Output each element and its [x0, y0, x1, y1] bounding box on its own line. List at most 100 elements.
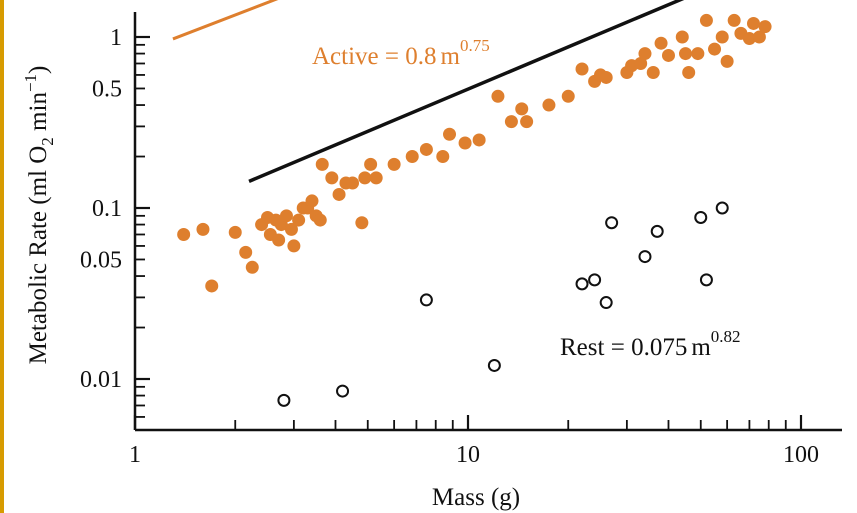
active-equation-coefficient: 0.8: [405, 43, 436, 70]
data-points: [177, 13, 772, 407]
y-axis-title-suffix: ): [25, 66, 52, 74]
active-data-point: [654, 36, 668, 50]
active-data-point: [504, 115, 518, 129]
active-data-point: [443, 127, 457, 141]
rest-equation-exponent: 0.82: [711, 327, 741, 346]
active-data-point: [699, 13, 713, 27]
rest-equation-variable: m: [691, 334, 711, 361]
x-axis-title: Mass (g): [432, 484, 520, 511]
active-data-point: [279, 209, 293, 223]
active-equation-exponent: 0.75: [460, 36, 490, 55]
active-data-point: [752, 30, 766, 44]
y-axis-title-superscript: −1: [21, 74, 40, 92]
active-data-point: [561, 89, 575, 103]
plot-area: 1 10 100 0.01 0.05 0.1 0.5 1: [80, 0, 842, 468]
active-data-point: [491, 89, 505, 103]
active-data-point: [355, 216, 369, 230]
active-data-point: [358, 171, 372, 185]
active-data-point: [634, 56, 648, 70]
active-data-point: [472, 133, 486, 147]
active-data-point: [720, 54, 734, 68]
active-data-point: [742, 32, 756, 46]
y-tick-label: 0.1: [92, 196, 122, 222]
active-data-point: [682, 66, 696, 80]
active-data-point: [515, 102, 529, 116]
active-data-point: [346, 176, 360, 190]
rest-equation: Rest = 0.075 m0.82: [560, 327, 741, 361]
active-data-point: [325, 171, 339, 185]
rest-data-point: [336, 384, 350, 398]
active-data-point: [708, 42, 722, 56]
active-data-point: [691, 47, 705, 61]
active-data-point: [332, 187, 346, 201]
rest-data-point: [588, 273, 602, 287]
active-data-point: [436, 150, 450, 164]
active-data-point: [419, 142, 433, 156]
y-tick-label: 0.01: [80, 367, 122, 393]
active-data-point: [387, 157, 401, 171]
rest-data-point: [419, 293, 433, 307]
x-tick-label: 100: [783, 442, 819, 468]
rest-data-point: [694, 210, 708, 224]
active-data-point: [458, 136, 472, 150]
x-axis-ticks: 1 10 100: [129, 415, 819, 468]
x-tick-label: 10: [456, 442, 480, 468]
active-data-point: [205, 279, 219, 293]
active-data-point: [239, 245, 253, 259]
rest-data-point: [575, 277, 589, 291]
y-tick-label: 0.5: [92, 76, 122, 102]
active-data-point: [520, 115, 534, 129]
active-equation-variable: m: [441, 43, 461, 70]
active-data-point: [575, 62, 589, 76]
active-data-point: [675, 30, 689, 44]
rest-equation-equals: =: [604, 334, 631, 361]
active-data-point: [292, 213, 306, 227]
rest-data-point: [605, 216, 619, 230]
y-tick-label: 0.05: [80, 247, 122, 273]
active-data-point: [364, 157, 378, 171]
active-data-point: [679, 47, 693, 61]
active-equation-equals: =: [379, 43, 406, 70]
rest-fit-line: [248, 0, 685, 183]
left-accent-strip: [0, 0, 4, 513]
active-data-point: [245, 260, 259, 274]
active-data-point: [542, 98, 556, 112]
active-data-point: [661, 48, 675, 62]
rest-equation-lhs: Rest: [560, 334, 605, 361]
rest-data-point: [487, 358, 501, 372]
active-data-point: [746, 16, 760, 30]
active-data-point: [715, 30, 729, 44]
y-axis-ticks: 0.01 0.05 0.1 0.5 1: [80, 25, 150, 418]
fit-lines: [172, 0, 685, 183]
rest-data-point: [599, 296, 613, 310]
active-data-point: [727, 13, 741, 27]
y-tick-label: 1: [110, 25, 122, 51]
rest-data-point: [277, 393, 291, 407]
active-data-point: [196, 222, 210, 236]
active-data-point: [758, 20, 772, 34]
active-data-point: [405, 150, 419, 164]
y-axis-title: Metabolic Rate (ml O2 min−1): [21, 66, 57, 365]
active-data-point: [177, 227, 191, 241]
rest-data-point: [638, 250, 652, 264]
active-data-point: [305, 194, 319, 208]
active-data-point: [228, 225, 242, 239]
rest-equation-coefficient: 0.075: [631, 334, 687, 361]
active-data-point: [638, 47, 652, 61]
active-data-point: [646, 66, 660, 80]
active-data-point: [313, 213, 327, 227]
active-data-point: [599, 70, 613, 84]
active-equation-lhs: Active: [312, 43, 379, 70]
active-data-point: [287, 239, 301, 253]
active-data-point: [272, 233, 286, 247]
active-data-point: [315, 157, 329, 171]
y-axis-title-middle: min: [25, 92, 52, 138]
active-data-point: [369, 171, 383, 185]
active-data-point: [284, 222, 298, 236]
rest-data-point: [699, 273, 713, 287]
rest-data-point: [650, 224, 664, 238]
y-axis-title-subscript: 2: [38, 137, 57, 146]
rest-data-point: [715, 201, 729, 215]
